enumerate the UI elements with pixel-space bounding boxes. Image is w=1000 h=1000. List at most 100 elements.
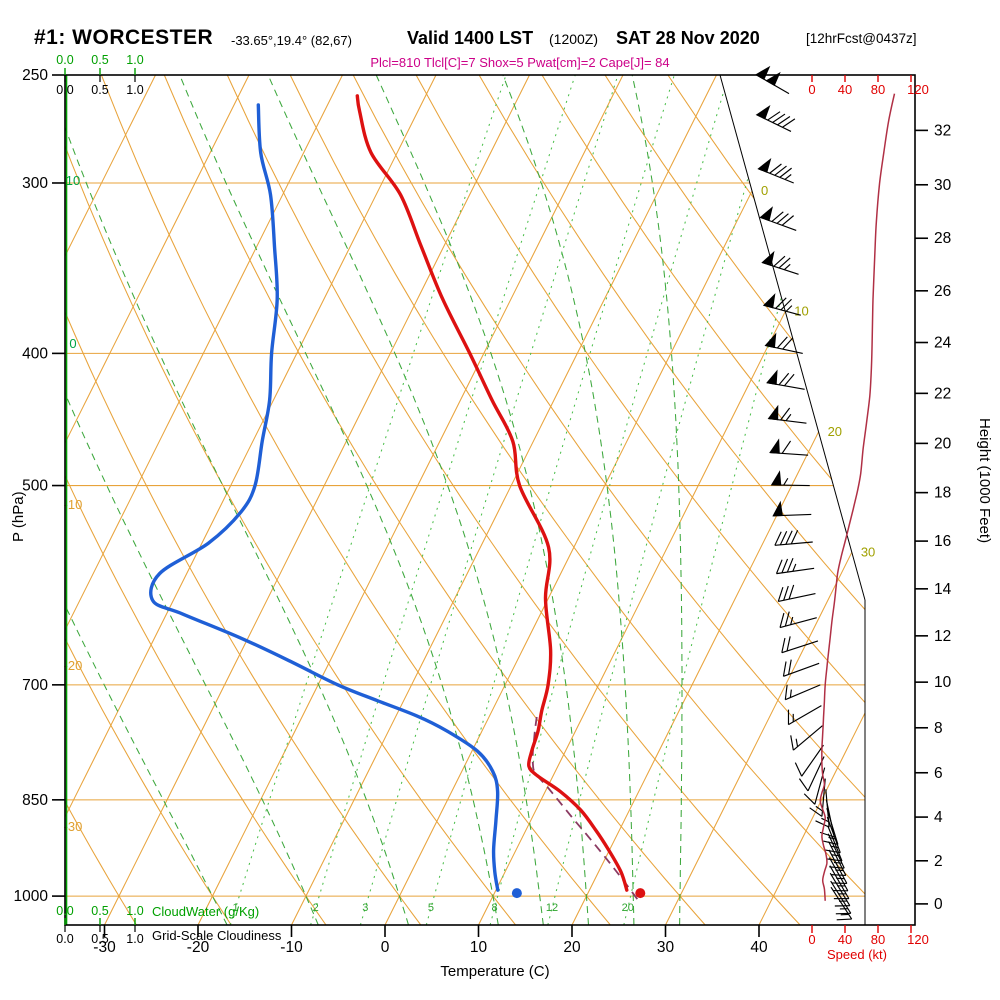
barb-staff bbox=[826, 807, 839, 845]
wind-barb bbox=[770, 470, 810, 487]
height-tick-label: 18 bbox=[934, 485, 951, 502]
barb-flag bbox=[764, 332, 777, 349]
barb-full bbox=[777, 116, 791, 126]
isotherm-label: 30 bbox=[861, 544, 875, 559]
temperature-tick-label: -30 bbox=[93, 939, 116, 956]
barb-staff bbox=[828, 849, 848, 884]
barb-flag bbox=[772, 500, 783, 517]
mixing-ratio-line bbox=[547, 75, 779, 925]
wind-barb bbox=[782, 659, 820, 677]
moist-adiabat-line bbox=[65, 75, 319, 925]
barb-half bbox=[785, 305, 793, 312]
isotherm-line bbox=[758, 75, 865, 925]
isotherm-label: 10 bbox=[794, 303, 808, 318]
cloudiness-tick-label-top: 1.0 bbox=[126, 83, 143, 97]
dry-adiabat-line bbox=[478, 75, 865, 925]
dewpoint-curve bbox=[149, 103, 500, 892]
barb-full bbox=[771, 211, 784, 222]
barb-full bbox=[782, 118, 796, 128]
barb-staff bbox=[776, 567, 815, 575]
dry-adiabat-label: -30 bbox=[64, 819, 83, 834]
pressure-axis-label: P (hPa) bbox=[10, 491, 27, 542]
dry-adiabat-line bbox=[65, 75, 517, 925]
barb-full bbox=[780, 407, 791, 421]
barb-half bbox=[783, 263, 791, 271]
barb-full bbox=[781, 558, 789, 574]
dry-adiabat-line bbox=[604, 75, 865, 925]
wind-barb bbox=[769, 438, 809, 456]
cloudwater-tick-label-top: 0.5 bbox=[91, 53, 108, 67]
barb-staff bbox=[827, 833, 845, 869]
mixing-ratio-label: 5 bbox=[428, 902, 434, 914]
barb-full bbox=[788, 584, 795, 600]
wind-barb bbox=[764, 332, 803, 354]
barb-full bbox=[778, 257, 791, 269]
barb-staff bbox=[830, 886, 853, 920]
height-tick-label: 28 bbox=[934, 230, 951, 247]
barb-full bbox=[781, 440, 792, 454]
dry-adiabat-line bbox=[65, 75, 137, 925]
barb-staff bbox=[792, 725, 823, 751]
height-tick-label: 4 bbox=[934, 809, 943, 826]
barb-full bbox=[809, 807, 823, 817]
barb-full bbox=[769, 163, 782, 174]
barb-flag bbox=[769, 438, 780, 454]
speed-tick-label-top: 120 bbox=[907, 82, 929, 97]
barb-full bbox=[781, 637, 786, 653]
barb-flag bbox=[761, 250, 775, 267]
barb-flag bbox=[755, 104, 771, 120]
barb-staff bbox=[830, 880, 852, 914]
height-axis-label: Height (1000 Feet) bbox=[976, 418, 993, 544]
wind-barb bbox=[766, 369, 805, 390]
cloudiness-tick-label-bottom: 1.0 bbox=[126, 932, 143, 946]
wind-barb bbox=[784, 684, 821, 701]
barb-half bbox=[789, 689, 792, 698]
speed-tick-label-bottom: 0 bbox=[808, 932, 815, 947]
barb-full bbox=[779, 612, 785, 628]
barb-half bbox=[795, 738, 799, 747]
temperature-tick-label: 40 bbox=[750, 939, 768, 956]
temperature-tick-label: 30 bbox=[657, 939, 675, 956]
barb-half bbox=[792, 563, 797, 572]
barb-full bbox=[779, 167, 792, 178]
cloudwater-tick-label-bottom: 0.5 bbox=[91, 904, 108, 918]
wind-barb bbox=[830, 886, 853, 921]
temperature-tick-label: 10 bbox=[470, 939, 488, 956]
barb-full bbox=[774, 531, 782, 546]
height-tick-label: 20 bbox=[934, 435, 952, 452]
barb-staff bbox=[781, 640, 819, 654]
wind-barb bbox=[759, 206, 797, 231]
barb-staff bbox=[828, 857, 849, 892]
barb-full bbox=[786, 636, 791, 652]
dry-adiabat-line bbox=[289, 75, 865, 925]
wind-barb bbox=[757, 157, 794, 184]
barb-half bbox=[785, 413, 792, 421]
dry-adiabat-line bbox=[65, 75, 327, 925]
height-tick-label: 24 bbox=[934, 335, 952, 352]
height-tick-label: 10 bbox=[934, 674, 952, 691]
barb-full bbox=[803, 793, 816, 805]
pressure-tick-label: 700 bbox=[22, 677, 48, 694]
barb-half bbox=[790, 616, 794, 625]
isotherm-line bbox=[65, 75, 250, 925]
height-tick-label: 8 bbox=[934, 720, 943, 737]
barb-flag bbox=[766, 369, 778, 385]
isotherm-line bbox=[65, 75, 156, 925]
valid-zulu: (1200Z) bbox=[549, 31, 599, 47]
wind-barb bbox=[781, 636, 819, 654]
wind-barb bbox=[775, 557, 815, 575]
height-tick-label: 0 bbox=[934, 896, 943, 913]
pressure-tick-label: 250 bbox=[22, 67, 48, 84]
barb-flag bbox=[759, 206, 773, 222]
barb-full bbox=[825, 849, 841, 854]
surface-dewpoint-dot bbox=[511, 888, 522, 899]
mixing-ratio-label: 3 bbox=[362, 902, 368, 914]
height-tick-label: 22 bbox=[934, 385, 951, 402]
pressure-tick-label: 400 bbox=[22, 345, 48, 362]
plot-frame bbox=[64, 74, 916, 926]
wind-barb bbox=[794, 744, 824, 777]
valid-date: SAT 28 Nov 2020 bbox=[616, 28, 760, 48]
barb-full bbox=[767, 111, 781, 121]
barb-staff bbox=[827, 825, 843, 862]
